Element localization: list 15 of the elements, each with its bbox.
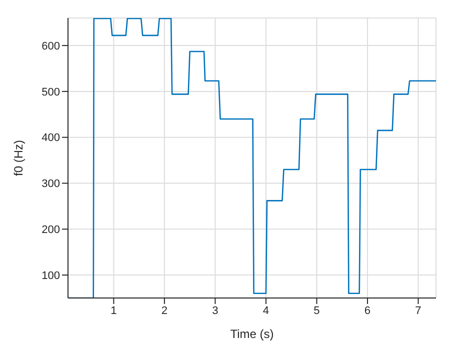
y-tick-label: 600 xyxy=(42,40,60,52)
y-tick-label: 400 xyxy=(42,132,60,144)
x-tick-label: 7 xyxy=(415,304,422,317)
y-axis-title: f0 (Hz) xyxy=(11,140,26,176)
x-tick-label: 3 xyxy=(212,304,218,317)
y-tick-label: 100 xyxy=(42,270,60,282)
y-tick-label: 300 xyxy=(42,178,60,190)
y-tick-label: 500 xyxy=(42,86,60,98)
x-axis-title: Time (s) xyxy=(230,327,274,341)
y-tick-label: 200 xyxy=(42,224,60,236)
x-tick-label: 2 xyxy=(161,304,168,317)
x-tick-label: 4 xyxy=(262,304,270,317)
x-tick-label: 1 xyxy=(110,304,117,317)
x-tick-label: 5 xyxy=(314,304,320,317)
x-tick-label: 6 xyxy=(364,304,371,317)
